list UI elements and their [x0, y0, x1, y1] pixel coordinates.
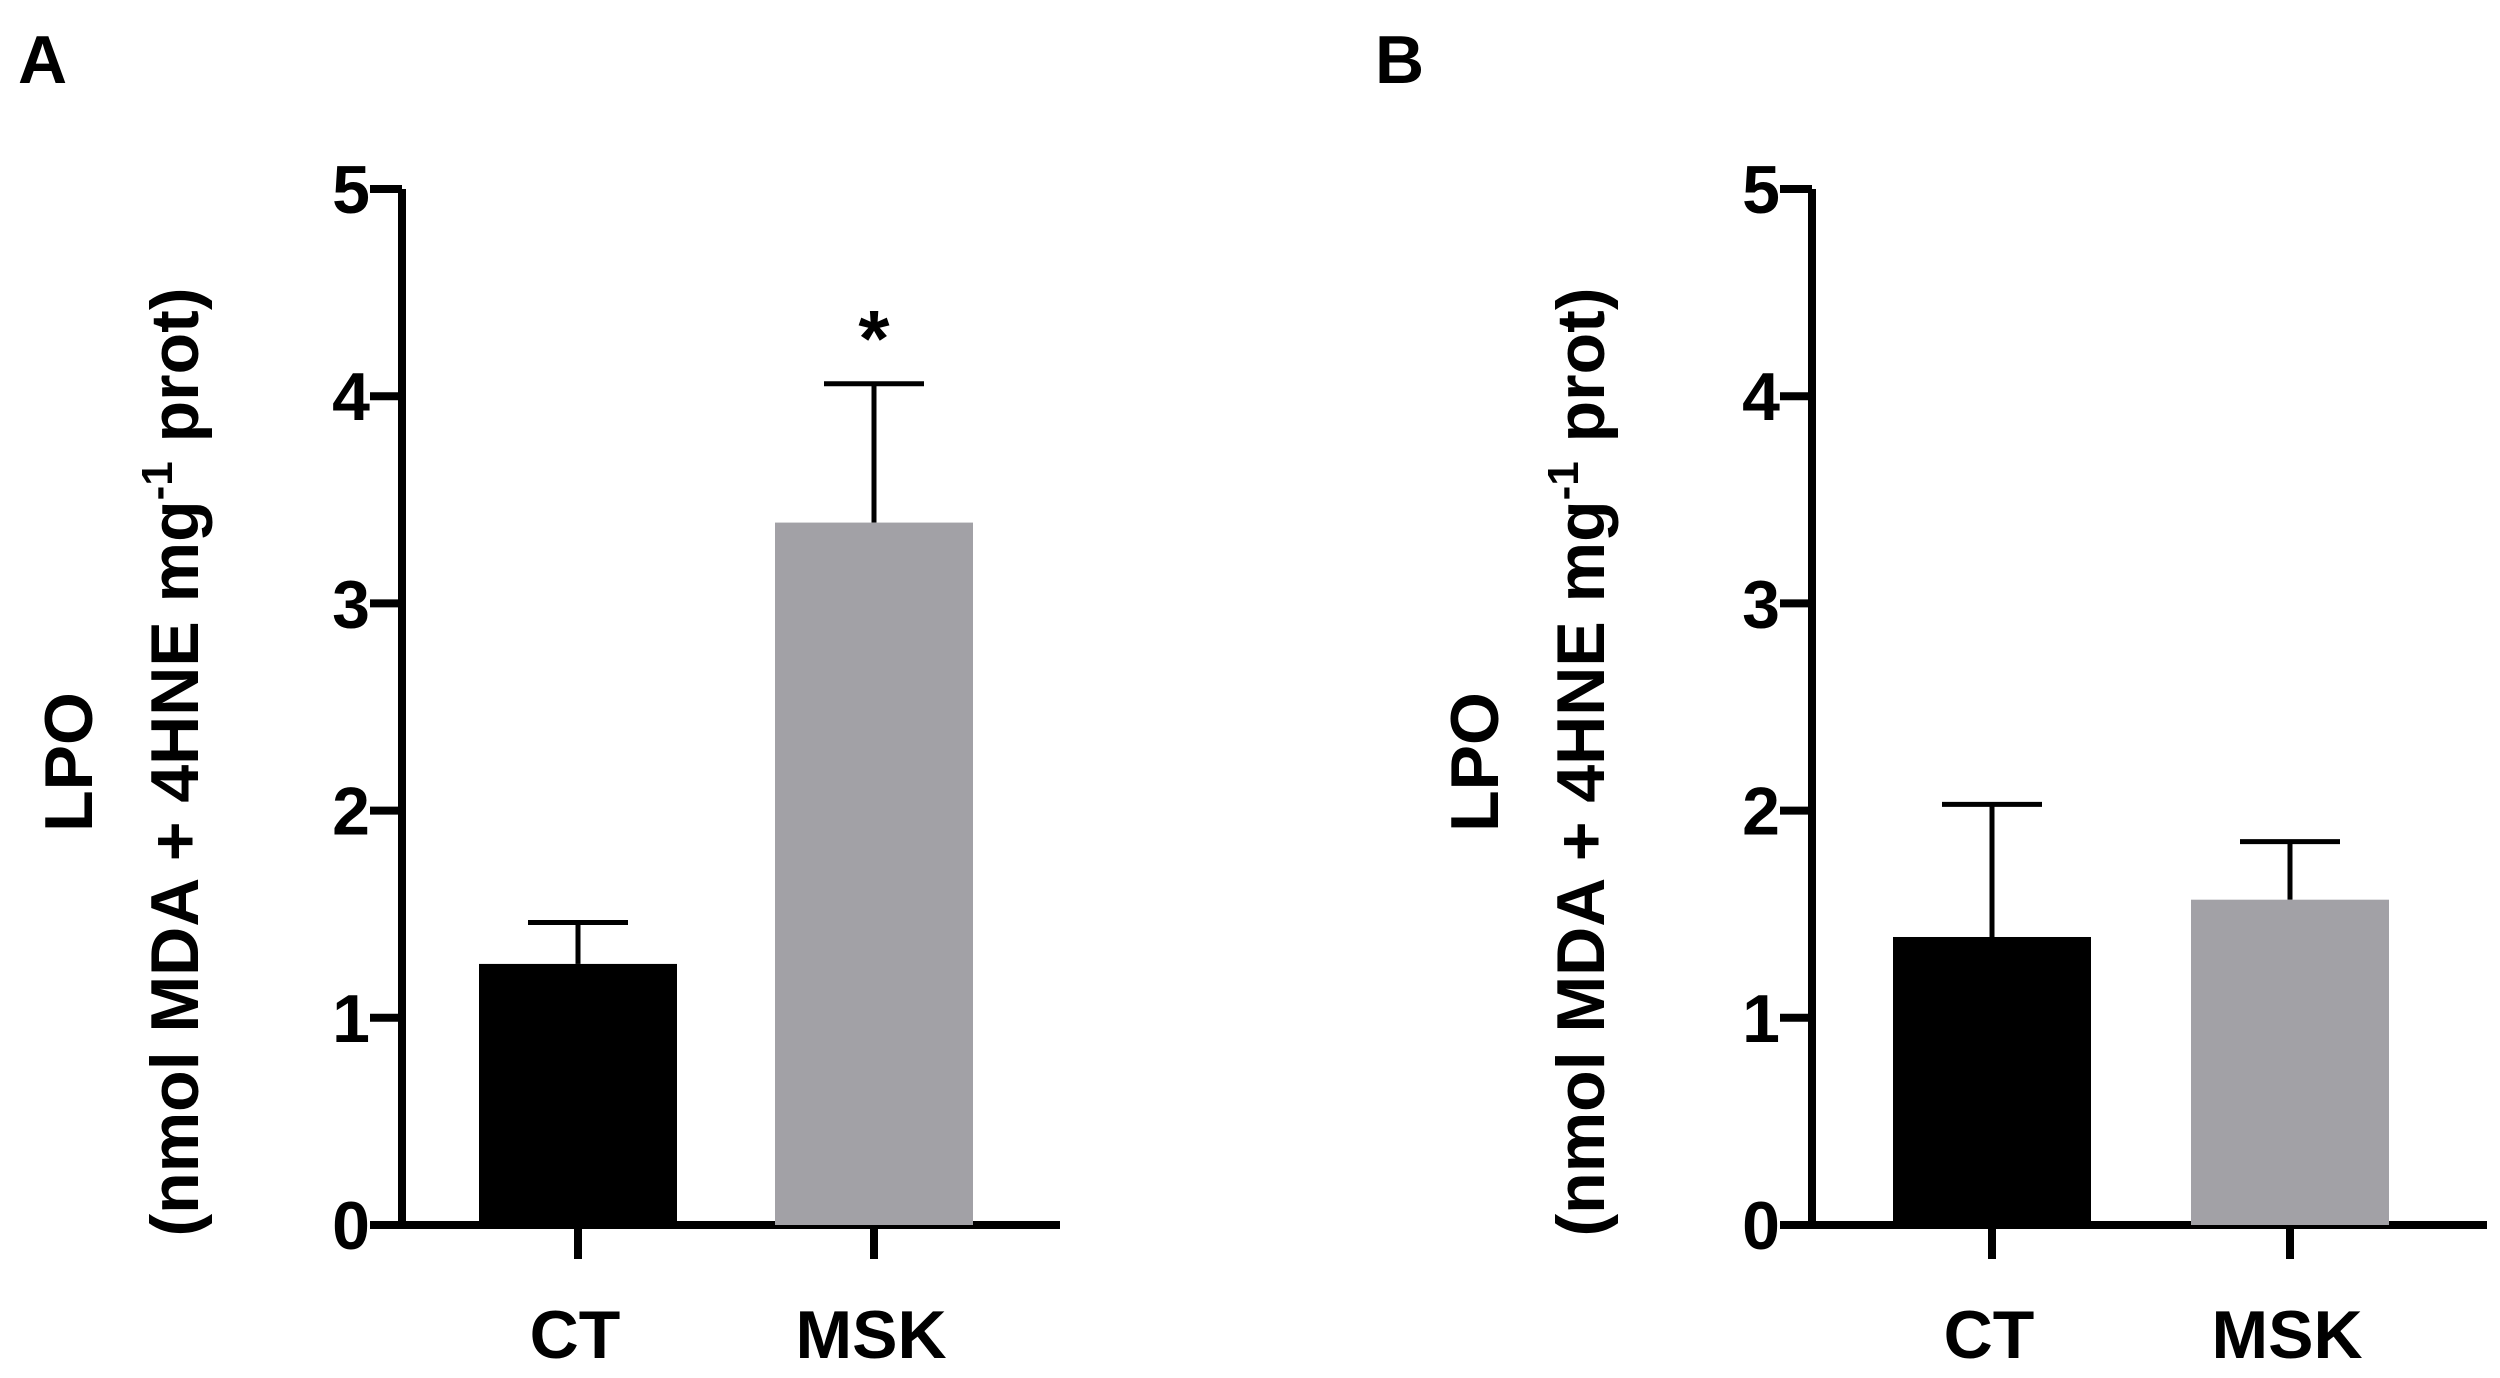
- y-axis-title-end: prot): [1543, 288, 1619, 462]
- bar-msk: [775, 522, 973, 1225]
- y-tick-label: 3: [332, 566, 370, 642]
- y-axis-title-line1: LPO: [31, 692, 107, 832]
- x-category-label: CT: [1944, 1297, 2035, 1373]
- x-category-label: MSK: [795, 1297, 946, 1373]
- y-tick-label: 3: [1742, 566, 1780, 642]
- y-axis-title-main: (nmol MDA + 4HNE mg: [137, 500, 213, 1236]
- chart-panel-b: B 0 1 2 3 4 5 CT MSK LPO (nmol MDA + 4HNE mg-1 pro…: [1375, 22, 2487, 1373]
- y-tick-label: 0: [332, 1188, 370, 1264]
- y-tick-label: 4: [332, 359, 370, 435]
- y-tick-label: 2: [1742, 774, 1780, 850]
- bar-ct: [1893, 936, 2091, 1225]
- panel-label: B: [1375, 22, 1424, 98]
- y-axis-title-line2: (nmol MDA + 4HNE mg-1 prot): [1539, 288, 1619, 1237]
- panel-label: A: [18, 22, 67, 98]
- y-tick-label: 1: [1742, 981, 1780, 1057]
- y-axis-title-line1: LPO: [1437, 692, 1513, 832]
- y-tick-label: 4: [1742, 359, 1780, 435]
- y-axis-title-main: (nmol MDA + 4HNE mg: [1543, 500, 1619, 1236]
- x-category-label: CT: [530, 1297, 621, 1373]
- significance-mark: *: [858, 294, 890, 383]
- y-axis-title-end: prot): [137, 288, 213, 462]
- y-tick-label: 5: [1742, 152, 1780, 228]
- y-axis-title-line2: (nmol MDA + 4HNE mg-1 prot): [133, 288, 213, 1237]
- y-tick-label: 1: [332, 981, 370, 1057]
- y-tick-label: 2: [332, 774, 370, 850]
- y-tick-label: 5: [332, 152, 370, 228]
- y-axis-title-superscript: -1: [133, 461, 182, 500]
- y-axis-title-superscript: -1: [1539, 461, 1588, 500]
- chart-panel-a: A 0 1 2 3 4 5 CT MSK * LPO (nmol MDA + 4HNE mg-1 pr…: [18, 22, 1060, 1373]
- y-tick-label: 0: [1742, 1188, 1780, 1264]
- x-category-label: MSK: [2211, 1297, 2362, 1373]
- bar-msk: [2191, 899, 2389, 1225]
- bar-ct: [479, 963, 677, 1225]
